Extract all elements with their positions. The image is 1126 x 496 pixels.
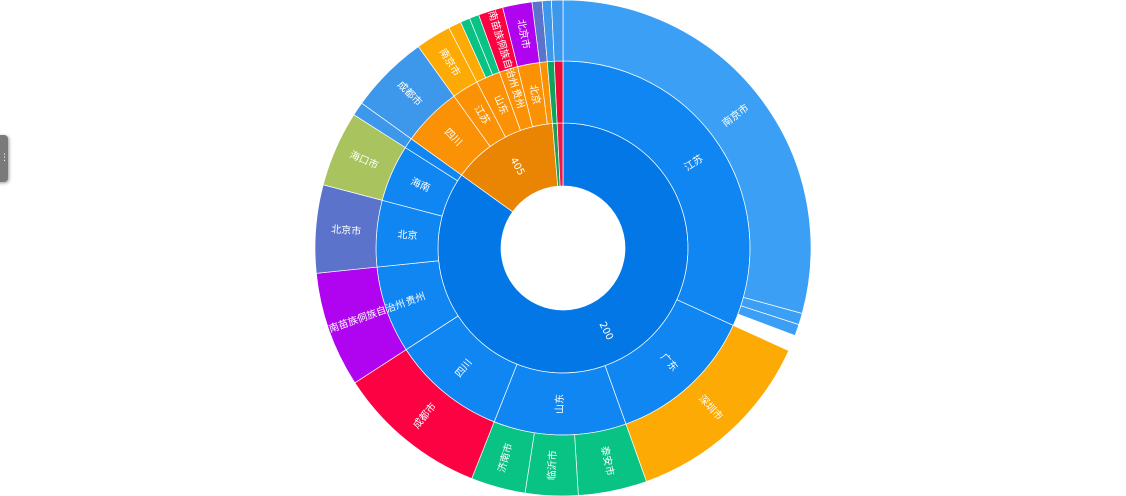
sunburst-segment-l2-南京市[interactable] bbox=[562, 0, 812, 314]
sunburst-segment-l2-unnamed[interactable] bbox=[551, 0, 564, 62]
sunburst-segment-l2-unnamed[interactable] bbox=[737, 305, 800, 337]
sunburst-rings bbox=[314, 0, 812, 496]
side-panel-handle[interactable]: ⋮ bbox=[0, 135, 9, 182]
sunburst-label-l1-北京: 北京 bbox=[397, 228, 418, 243]
sunburst-label-l1-北京: 北京 bbox=[527, 83, 543, 105]
sunburst-label-l2-临沂市: 临沂市 bbox=[545, 450, 559, 481]
sunburst-label-l1-山东: 山东 bbox=[553, 394, 566, 414]
sunburst-label-l2-北京市: 北京市 bbox=[331, 222, 362, 237]
